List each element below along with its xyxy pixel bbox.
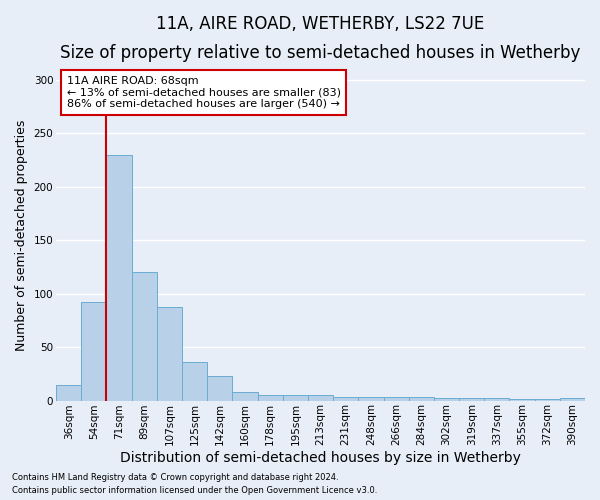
Title: 11A, AIRE ROAD, WETHERBY, LS22 7UE
Size of property relative to semi-detached ho: 11A, AIRE ROAD, WETHERBY, LS22 7UE Size … xyxy=(61,15,581,62)
X-axis label: Distribution of semi-detached houses by size in Wetherby: Distribution of semi-detached houses by … xyxy=(120,451,521,465)
Bar xyxy=(434,398,459,400)
Bar xyxy=(81,302,106,400)
Bar xyxy=(459,398,484,400)
Bar xyxy=(257,395,283,400)
Bar xyxy=(157,306,182,400)
Bar xyxy=(131,272,157,400)
Bar xyxy=(56,384,81,400)
Bar xyxy=(409,398,434,400)
Bar xyxy=(106,155,131,400)
Y-axis label: Number of semi-detached properties: Number of semi-detached properties xyxy=(15,119,28,350)
Bar xyxy=(207,376,232,400)
Bar xyxy=(182,362,207,401)
Bar xyxy=(484,398,509,400)
Bar xyxy=(283,395,308,400)
Bar xyxy=(308,395,333,400)
Bar xyxy=(560,398,585,400)
Text: 11A AIRE ROAD: 68sqm
← 13% of semi-detached houses are smaller (83)
86% of semi-: 11A AIRE ROAD: 68sqm ← 13% of semi-detac… xyxy=(67,76,341,109)
Bar xyxy=(358,398,383,400)
Text: Contains HM Land Registry data © Crown copyright and database right 2024.
Contai: Contains HM Land Registry data © Crown c… xyxy=(12,474,377,495)
Bar xyxy=(333,398,358,400)
Bar xyxy=(232,392,257,400)
Bar xyxy=(383,398,409,400)
